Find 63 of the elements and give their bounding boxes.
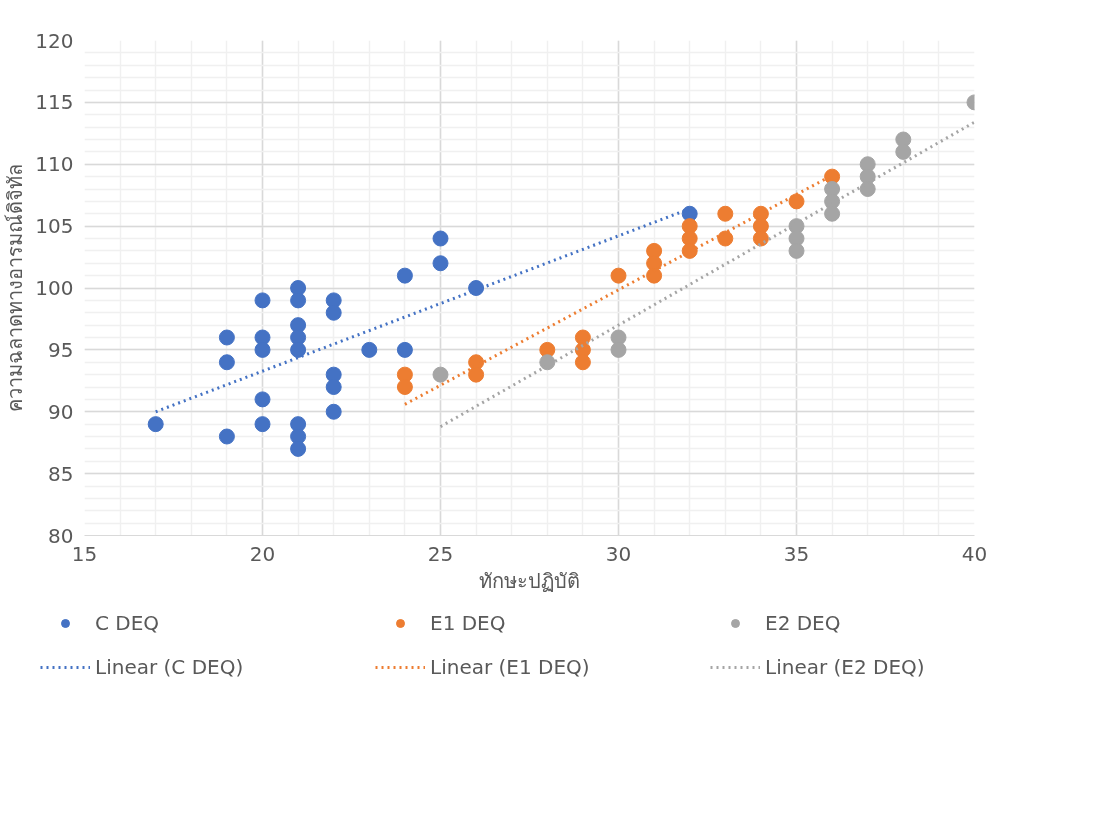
point <box>325 304 342 321</box>
point <box>432 255 449 272</box>
point <box>254 416 271 433</box>
point <box>824 205 841 222</box>
x-tick-label: 40 <box>961 541 988 566</box>
point <box>859 181 876 197</box>
point <box>646 267 663 284</box>
point <box>396 267 413 284</box>
point <box>290 292 307 309</box>
y-axis-title: ความฉลาดทางอารมณ์ดิจิทัล <box>3 164 28 412</box>
legend-label: Linear (E1 DEQ) <box>430 655 591 679</box>
y-tick-label: 85 <box>48 461 74 486</box>
y-tick-label: 120 <box>35 28 74 53</box>
point <box>824 181 841 197</box>
legend-label: Linear (C DEQ) <box>95 655 245 679</box>
point <box>361 341 378 358</box>
point <box>147 416 164 433</box>
point <box>788 242 805 259</box>
point <box>432 366 449 383</box>
point <box>325 403 342 420</box>
point <box>290 341 307 358</box>
legend-label: C DEQ <box>95 611 161 635</box>
point <box>254 292 271 309</box>
point <box>610 341 627 358</box>
x-tick-label: 30 <box>605 541 632 566</box>
point <box>717 205 734 222</box>
legend-label: Linear (E2 DEQ) <box>765 655 926 679</box>
y-tick-label: 80 <box>48 523 74 548</box>
y-tick-label: 100 <box>35 276 74 300</box>
legend-label: E1 DEQ <box>430 611 507 635</box>
point <box>574 354 591 371</box>
x-tick-label: 15 <box>71 541 98 566</box>
point <box>681 242 698 259</box>
point <box>646 242 663 259</box>
y-tick-label: 90 <box>48 399 74 424</box>
x-axis-title: ทักษะปฏิบัติ <box>479 568 580 593</box>
x-tick-label: 20 <box>249 541 276 566</box>
point <box>895 143 912 160</box>
point <box>717 230 734 247</box>
point <box>539 354 556 371</box>
y-tick-label: 110 <box>35 152 74 177</box>
point <box>290 280 307 296</box>
point <box>218 354 235 371</box>
y-tick-label: 95 <box>48 337 74 362</box>
point <box>218 329 235 346</box>
legend-label: E2 DEQ <box>765 611 842 635</box>
point <box>325 379 342 395</box>
point <box>396 341 413 358</box>
point <box>254 341 271 358</box>
y-tick-label: 115 <box>35 90 74 115</box>
point <box>788 193 805 210</box>
point <box>254 391 271 408</box>
point <box>610 267 627 284</box>
point <box>218 428 235 445</box>
point <box>752 230 769 247</box>
point <box>396 379 413 395</box>
y-tick-label: 105 <box>35 214 74 239</box>
point <box>468 280 485 296</box>
point <box>432 230 449 247</box>
x-tick-label: 35 <box>783 541 810 566</box>
point <box>468 366 485 383</box>
point <box>290 440 307 457</box>
x-tick-label: 25 <box>427 541 454 566</box>
